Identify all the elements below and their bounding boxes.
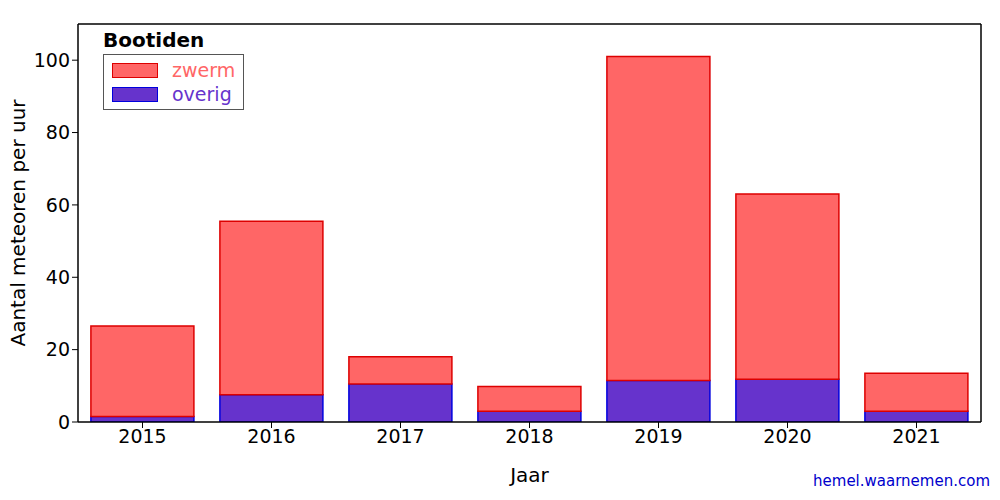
html-text:zwerm: zwerm bbox=[172, 59, 236, 81]
svg-text:Aantal meteoren per uur: Aantal meteoren per uur bbox=[8, 99, 30, 347]
svg-text:80: 80 bbox=[46, 121, 70, 143]
svg-text:Jaar: Jaar bbox=[508, 463, 549, 487]
svg-text:2017: 2017 bbox=[376, 425, 424, 447]
svg-text:0: 0 bbox=[58, 411, 70, 433]
svg-text:2018: 2018 bbox=[505, 425, 553, 447]
svg-text:40: 40 bbox=[46, 266, 70, 288]
svg-text:2021: 2021 bbox=[892, 425, 940, 447]
svg-text:2020: 2020 bbox=[763, 425, 811, 447]
svg-text:60: 60 bbox=[46, 194, 70, 216]
svg-text:2016: 2016 bbox=[247, 425, 295, 447]
html-text:hemel.waarnemen.com: hemel.waarnemen.com bbox=[813, 472, 990, 490]
svg-text:20: 20 bbox=[46, 338, 70, 360]
svg-text:100: 100 bbox=[34, 49, 70, 71]
html-text:overig: overig bbox=[172, 83, 232, 105]
svg-text:2019: 2019 bbox=[634, 425, 682, 447]
html-text:Bootiden: Bootiden bbox=[103, 28, 205, 52]
svg-text:2015: 2015 bbox=[118, 425, 166, 447]
